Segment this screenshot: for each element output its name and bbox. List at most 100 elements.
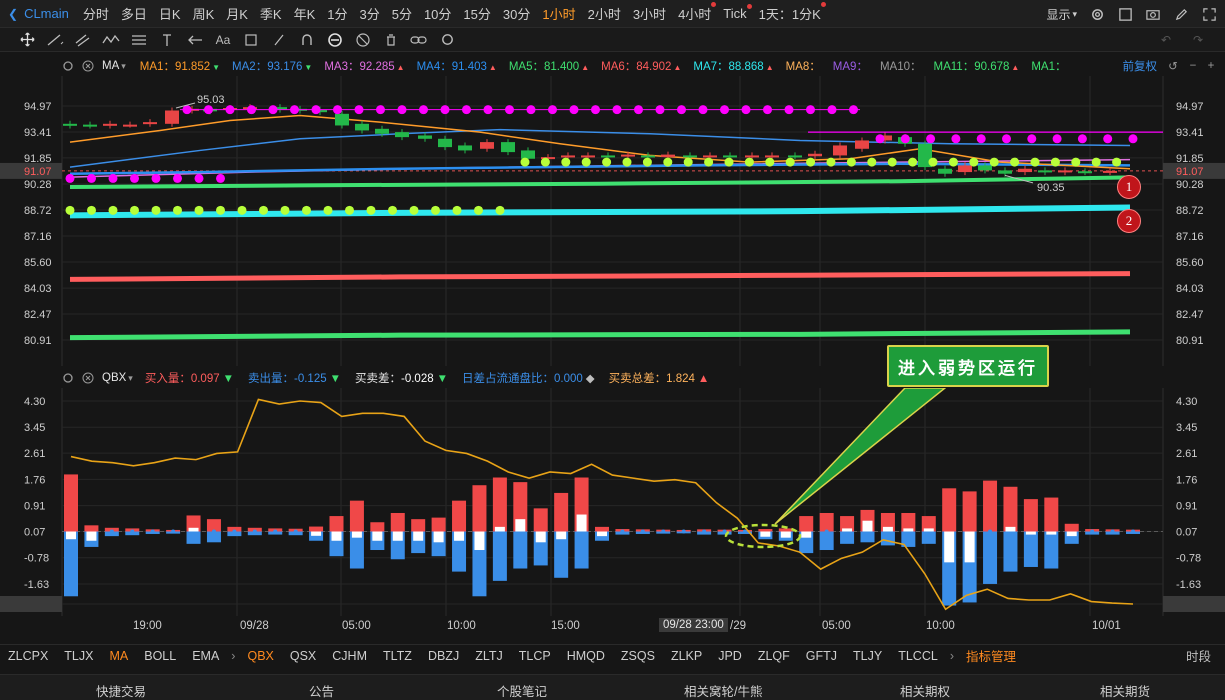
sub-indicator-tab[interactable]: TLTZ (383, 648, 412, 663)
trend-line-icon[interactable] (46, 32, 64, 48)
sub-indicator-settings-icon[interactable] (60, 370, 76, 386)
candle-body (833, 145, 847, 156)
channel-icon[interactable] (74, 32, 92, 48)
link-icon[interactable] (410, 32, 428, 48)
candle-body (143, 122, 157, 125)
sub-indicator-tab[interactable]: QSX (289, 648, 317, 663)
period-tab[interactable]: 2小时 (587, 7, 621, 22)
undo-icon[interactable]: ↶ (1160, 32, 1172, 47)
reset-icon[interactable]: ↺ (1168, 61, 1178, 73)
display-button[interactable]: 显示 ▾ (1046, 6, 1077, 23)
period-tab[interactable]: 3小时 (632, 7, 667, 22)
candle-body (1103, 170, 1117, 173)
period-tab[interactable]: Tick (717, 4, 753, 21)
wave-icon[interactable] (102, 32, 120, 48)
camera-icon[interactable] (1145, 6, 1161, 22)
period-tab[interactable]: 1天：1分K (753, 2, 827, 23)
main-indicator-tab[interactable]: MA (109, 648, 129, 663)
bottom-tabs: 快捷交易 公告 个股笔记 相关窝轮/牛熊 相关期权 相关期货 (0, 674, 1225, 700)
pen-icon[interactable] (1173, 6, 1189, 22)
period-tab[interactable]: 15分 (463, 7, 491, 22)
arrow-icon[interactable] (186, 32, 204, 48)
green-dot (431, 205, 440, 215)
sub-indicator-tab[interactable]: TLCP (518, 648, 551, 663)
main-price-chart[interactable]: 94.97 94.97 93.41 93.41 91.85 91.85 90.28 90.28… (0, 76, 1225, 366)
fullscreen-icon[interactable] (1201, 6, 1217, 22)
adjust-button[interactable]: 前复权 (1122, 61, 1158, 73)
vertical-line-icon[interactable] (158, 32, 176, 48)
diff-bar (597, 531, 607, 537)
period-tab[interactable]: 季K (259, 7, 282, 22)
gear-icon[interactable] (1089, 6, 1105, 22)
main-indicator-tab[interactable]: TLJX (64, 648, 94, 663)
chevron-right-icon[interactable]: › (231, 648, 236, 663)
period-tab[interactable]: 多日 (120, 7, 147, 22)
period-tab[interactable]: 月K (226, 7, 248, 22)
qbx-indicator-chart[interactable]: 4.30 4.30 3.45 3.45 2.61 2.61 1.76 1.76 0.91 0.91… (0, 388, 1225, 616)
chevron-right-icon[interactable]: › (949, 648, 954, 663)
period-tab[interactable]: 10分 (423, 7, 452, 22)
period-tab[interactable]: 分时 (82, 7, 109, 22)
horizontal-lines-icon[interactable] (130, 32, 148, 48)
checkbox-icon[interactable] (1117, 6, 1133, 22)
session-button[interactable]: 时段 (1185, 650, 1211, 664)
time-label: 05:00 (822, 620, 851, 632)
sub-indicator-tab[interactable]: ZLKP (670, 648, 703, 663)
settings-icon[interactable] (438, 32, 456, 48)
redo-icon[interactable]: ↷ (1192, 32, 1204, 47)
indicator-settings-icon[interactable] (60, 58, 76, 74)
tab-announcement[interactable]: 公告 (309, 685, 335, 699)
period-tab[interactable]: 年K (293, 7, 316, 22)
sub-indicator-tab[interactable]: JPD (718, 648, 742, 663)
ma-colon: ： (440, 61, 452, 73)
period-tab[interactable]: 30分 (502, 7, 531, 22)
tab-quick-trade[interactable]: 快捷交易 (96, 685, 147, 699)
period-tab[interactable]: 3分 (359, 7, 380, 22)
tab-options[interactable]: 相关期权 (900, 685, 951, 699)
period-tab[interactable]: 周K (192, 7, 215, 22)
main-indicator-dropdown-icon[interactable]: ▾ (121, 60, 126, 71)
trash-icon[interactable] (382, 32, 400, 48)
symbol-selector[interactable]: ❮ CLmain (8, 6, 69, 21)
sub-indicator-tab[interactable]: ZLTJ (475, 648, 503, 663)
sub-indicator-tab[interactable]: ZSQS (620, 648, 655, 663)
period-tab[interactable]: 5分 (391, 7, 412, 22)
sub-indicator-tab[interactable]: TLCCL (898, 648, 938, 663)
indicator-manage-button[interactable]: 指标管理 (965, 650, 1016, 664)
sub-indicator-tab[interactable]: GFTJ (805, 648, 838, 663)
main-indicator-name[interactable]: MA (102, 60, 120, 72)
period-tab[interactable]: 1小时 (542, 7, 576, 22)
main-indicator-tab[interactable]: BOLL (144, 648, 177, 663)
note-icon[interactable] (242, 32, 260, 48)
main-indicator-tab[interactable]: ZLCPX (8, 648, 49, 663)
period-tab[interactable]: 1分 (327, 7, 348, 22)
minus-icon[interactable]: − (1189, 60, 1197, 72)
tab-futures[interactable]: 相关期货 (1100, 685, 1151, 699)
period-tab[interactable]: 4小时 (672, 2, 717, 23)
sub-indicator-tab[interactable]: TLJY (853, 648, 883, 663)
move-icon[interactable] (18, 32, 36, 48)
sub-indicator-tab[interactable]: CJHM (332, 648, 367, 663)
magnet-icon[interactable] (298, 32, 316, 48)
hide-icon[interactable] (354, 32, 372, 48)
lock-drawing-icon[interactable] (326, 32, 344, 48)
eraser-icon[interactable] (270, 32, 288, 48)
period-tab[interactable]: 日K (158, 7, 181, 22)
y-tick-label: 87.16 (1176, 231, 1204, 243)
indicator-close-icon[interactable] (80, 58, 96, 74)
sub-indicator-tab[interactable]: HMQD (566, 648, 605, 663)
sub-indicator-tab[interactable]: DBZJ (427, 648, 460, 663)
tab-warrants[interactable]: 相关窝轮/牛熊 (684, 685, 763, 699)
ma-legend: MA ▾ MA1：91.852 ▼ MA2：93.176 ▼ MA3：92.285 ▲ MA… (0, 57, 1225, 75)
sub-indicator-dropdown-icon[interactable]: ▾ (128, 372, 133, 383)
sub-indicator-tab[interactable]: ZLQF (757, 648, 790, 663)
tab-notes[interactable]: 个股笔记 (497, 685, 548, 699)
text-tool-icon[interactable]: Aa (215, 32, 231, 47)
marker-badge-1[interactable]: 1 (1117, 175, 1141, 199)
sub-indicator-close-icon[interactable] (80, 370, 96, 386)
plus-icon[interactable]: + (1207, 60, 1215, 72)
marker-badge-2[interactable]: 2 (1117, 209, 1141, 233)
main-indicator-tab[interactable]: EMA (192, 648, 220, 663)
sub-indicator-name[interactable]: QBX (102, 372, 127, 384)
sub-indicator-tab[interactable]: QBX (247, 648, 274, 663)
